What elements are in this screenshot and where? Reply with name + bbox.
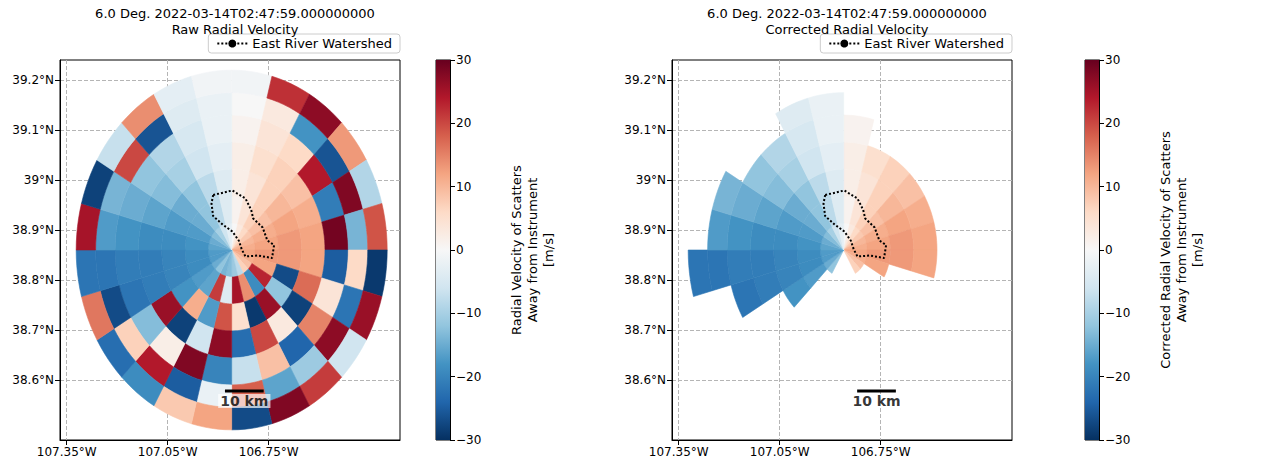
svg-text:20: 20 xyxy=(1105,116,1120,130)
svg-text:38.8°N: 38.8°N xyxy=(12,273,54,287)
svg-text:38.7°N: 38.7°N xyxy=(624,323,666,337)
svg-text:−30: −30 xyxy=(456,433,481,447)
svg-text:106.75°W: 106.75°W xyxy=(851,445,911,459)
svg-text:107.35°W: 107.35°W xyxy=(37,445,97,459)
svg-text:39°N: 39°N xyxy=(24,173,54,187)
svg-text:0: 0 xyxy=(1105,243,1113,257)
svg-text:6.0 Deg. 2022-03-14T02:47:59.0: 6.0 Deg. 2022-03-14T02:47:59.000000000 xyxy=(95,6,375,21)
svg-text:−10: −10 xyxy=(456,306,481,320)
svg-text:39.1°N: 39.1°N xyxy=(624,123,666,137)
svg-text:20: 20 xyxy=(456,116,471,130)
svg-text:30: 30 xyxy=(456,53,471,67)
svg-text:38.6°N: 38.6°N xyxy=(12,373,54,387)
svg-text:−10: −10 xyxy=(1105,306,1130,320)
svg-text:39°N: 39°N xyxy=(636,173,666,187)
svg-text:10: 10 xyxy=(456,180,471,194)
svg-text:107.05°W: 107.05°W xyxy=(138,445,198,459)
svg-text:6.0 Deg. 2022-03-14T02:47:59.0: 6.0 Deg. 2022-03-14T02:47:59.000000000 xyxy=(707,6,987,21)
svg-text:East River Watershed: East River Watershed xyxy=(864,36,1004,51)
svg-text:Away from Instrument: Away from Instrument xyxy=(1174,178,1189,323)
svg-text:38.8°N: 38.8°N xyxy=(624,273,666,287)
svg-text:Away from Instrument: Away from Instrument xyxy=(525,178,540,323)
svg-text:Raw Radial Velocity: Raw Radial Velocity xyxy=(172,22,299,37)
svg-text:0: 0 xyxy=(456,243,464,257)
svg-text:[m/s]: [m/s] xyxy=(1190,233,1205,267)
svg-text:107.35°W: 107.35°W xyxy=(649,445,709,459)
svg-text:10 km: 10 km xyxy=(220,393,268,409)
svg-text:Corrected Radial Velocity: Corrected Radial Velocity xyxy=(765,22,928,37)
svg-text:Corrected Radial Velocity of S: Corrected Radial Velocity of Scatters xyxy=(1158,131,1173,369)
svg-text:39.2°N: 39.2°N xyxy=(624,73,666,87)
svg-text:−30: −30 xyxy=(1105,433,1130,447)
svg-text:−20: −20 xyxy=(456,370,481,384)
svg-text:107.05°W: 107.05°W xyxy=(750,445,810,459)
svg-text:38.7°N: 38.7°N xyxy=(12,323,54,337)
svg-text:38.9°N: 38.9°N xyxy=(12,223,54,237)
svg-text:39.1°N: 39.1°N xyxy=(12,123,54,137)
svg-text:10 km: 10 km xyxy=(852,393,900,409)
svg-text:30: 30 xyxy=(1105,53,1120,67)
svg-text:10: 10 xyxy=(1105,180,1120,194)
svg-text:[m/s]: [m/s] xyxy=(541,233,556,267)
svg-text:East River Watershed: East River Watershed xyxy=(252,36,392,51)
svg-text:38.6°N: 38.6°N xyxy=(624,373,666,387)
svg-text:39.2°N: 39.2°N xyxy=(12,73,54,87)
svg-text:Radial Velocity of Scatters: Radial Velocity of Scatters xyxy=(509,165,524,335)
svg-text:−20: −20 xyxy=(1105,370,1130,384)
svg-text:106.75°W: 106.75°W xyxy=(239,445,299,459)
svg-text:38.9°N: 38.9°N xyxy=(624,223,666,237)
